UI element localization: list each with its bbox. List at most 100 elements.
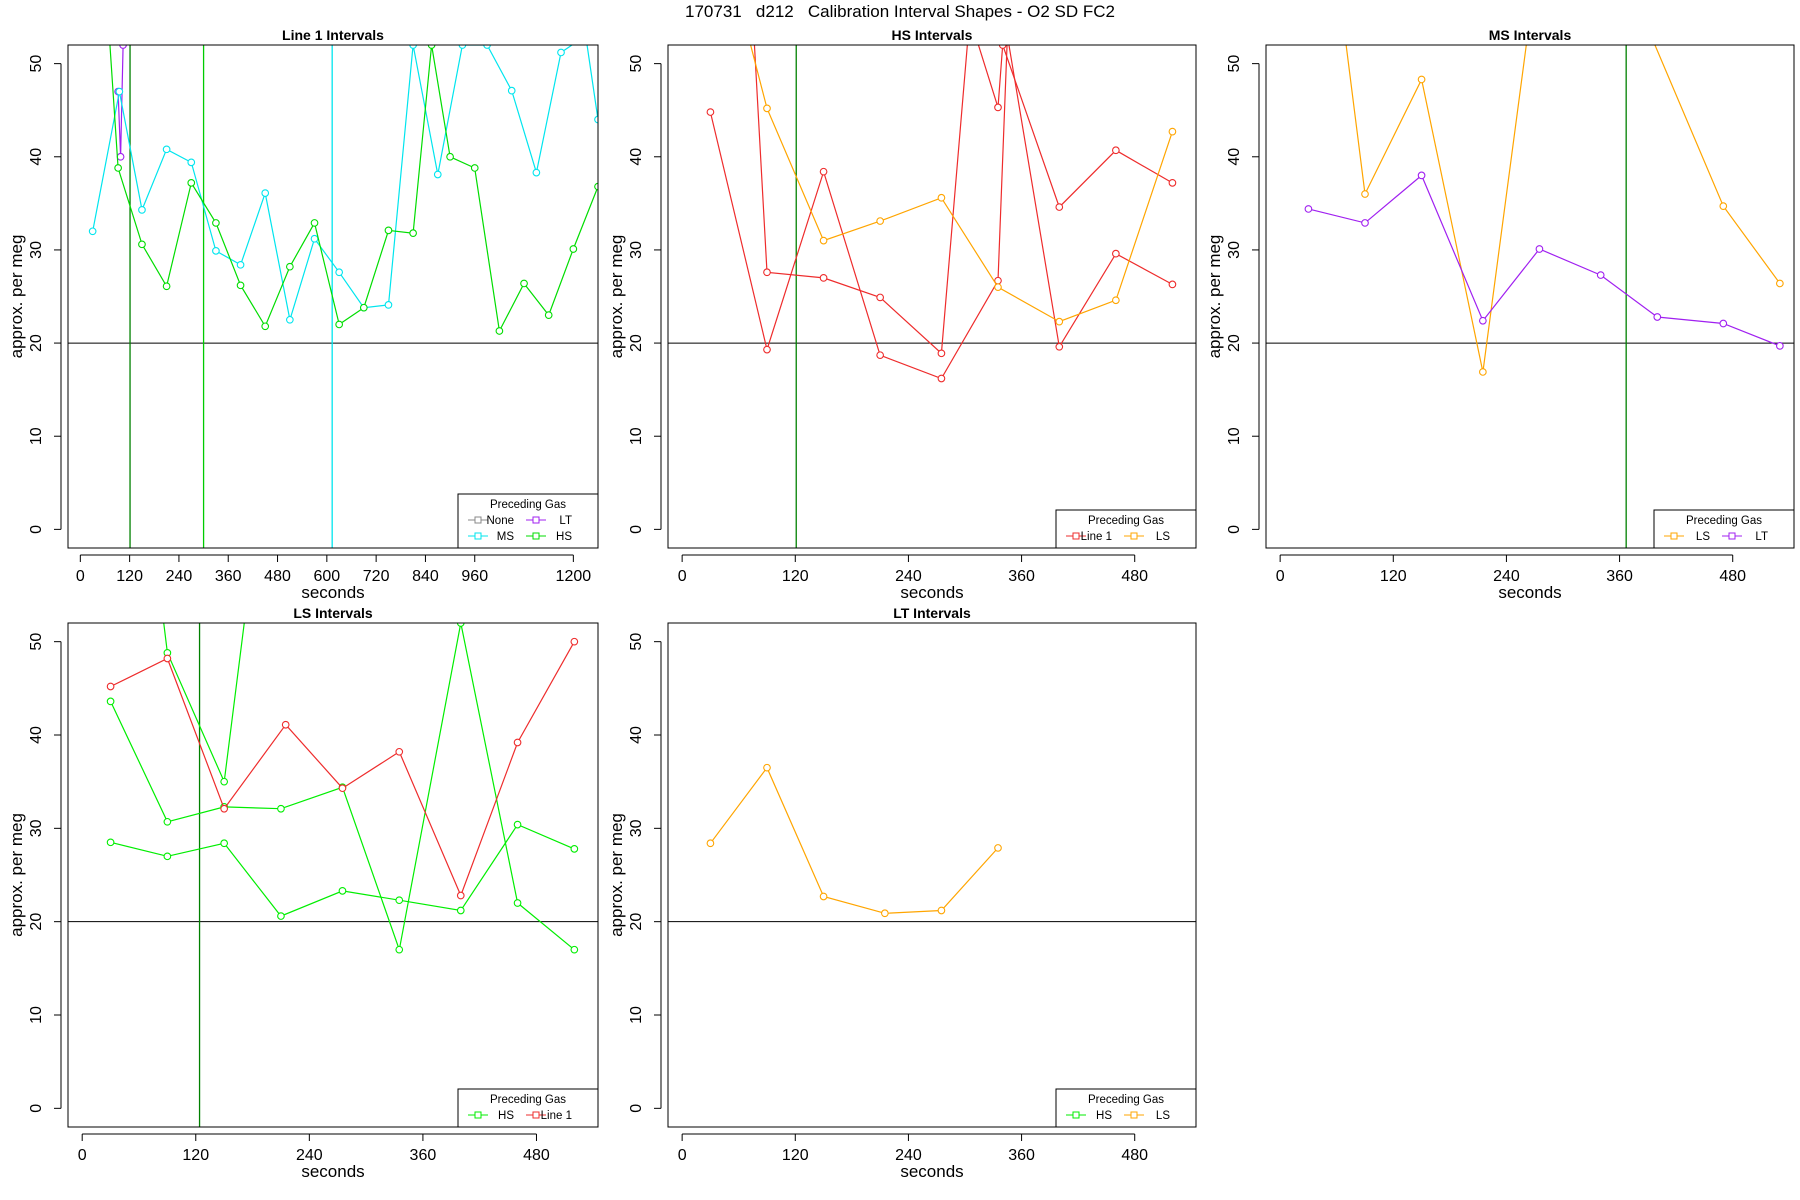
chart-title: HS Intervals <box>892 27 973 43</box>
series-line <box>1308 174 1781 347</box>
plot-frame <box>667 44 1197 549</box>
data-point <box>819 274 828 282</box>
x-tick-label: 120 <box>782 1147 809 1164</box>
chart-title: LT Intervals <box>893 605 971 621</box>
data-point <box>1776 279 1784 288</box>
x-tick-label: 960 <box>461 568 488 585</box>
legend-symbol <box>1130 1111 1138 1119</box>
data-point <box>162 145 171 154</box>
legend-label: Line 1 <box>541 1110 572 1122</box>
data-point <box>245 592 252 599</box>
y-tick-label: 50 <box>1226 55 1243 73</box>
data-point <box>163 852 172 861</box>
x-tick-label: 240 <box>296 1147 323 1164</box>
x-tick-label: 1200 <box>556 568 592 585</box>
chart-panel-2: HS Intervals 0 120 240 360 480 seconds 0 10 20 30 4… <box>607 14 1197 602</box>
y-tick-label: 0 <box>1226 525 1243 534</box>
data-point <box>220 839 229 848</box>
legend-symbol <box>474 1111 482 1119</box>
legend-label: HS <box>498 1110 514 1122</box>
y-axis-label: approx. per meg <box>7 235 26 359</box>
x-tick-label: 240 <box>1493 568 1520 585</box>
x-tick-label: 120 <box>1380 568 1407 585</box>
x-tick-label: 0 <box>78 1147 87 1164</box>
legend-label: LT <box>559 515 572 527</box>
legend-label: Line 1 <box>1081 531 1112 543</box>
data-point <box>706 108 715 116</box>
data-point <box>937 349 946 358</box>
legend-box <box>1653 509 1795 549</box>
x-axis-label: seconds <box>301 583 364 602</box>
data-point <box>750 14 757 21</box>
chart-panel-4: LS Intervals 0 120 240 360 480 seconds 0 10 20 30 4… <box>7 592 599 1181</box>
x-tick-label: 0 <box>1276 568 1285 585</box>
data-point <box>1112 296 1120 305</box>
data-point <box>1112 146 1120 155</box>
y-tick-label: 20 <box>28 334 45 352</box>
data-point <box>106 682 115 691</box>
data-point <box>1640 14 1647 21</box>
legend: Preceding Gas LS LT <box>1653 509 1795 549</box>
data-point <box>138 206 146 214</box>
plot-frame <box>67 44 599 549</box>
chart-title: Line 1 Intervals <box>282 27 384 43</box>
x-tick-label: 120 <box>782 568 809 585</box>
data-point <box>310 234 319 243</box>
data-point <box>994 283 1002 292</box>
y-tick-label: 40 <box>1226 148 1243 166</box>
x-tick-label: 0 <box>678 568 687 585</box>
data-point <box>122 4 129 11</box>
plot-frame <box>667 622 1197 1128</box>
x-tick-label: 360 <box>410 1147 437 1164</box>
legend-label: MS <box>497 531 515 543</box>
data-point <box>261 322 270 331</box>
series-line <box>753 45 1173 355</box>
series-line <box>110 641 575 898</box>
data-point <box>532 168 541 177</box>
data-point <box>187 179 196 187</box>
legend: Preceding Gas None LT MS HS <box>457 493 599 549</box>
data-point <box>937 193 946 202</box>
data-point <box>1417 75 1426 84</box>
y-tick-label: 10 <box>1226 427 1243 445</box>
plot-area <box>668 14 1196 548</box>
legend-title: Preceding Gas <box>1088 1094 1164 1106</box>
x-tick-label: 120 <box>182 1147 209 1164</box>
data-point <box>819 236 828 245</box>
data-point <box>162 282 171 291</box>
x-tick-label: 720 <box>363 568 390 585</box>
data-point <box>1168 280 1177 289</box>
x-tick-label: 120 <box>116 568 143 585</box>
data-point <box>106 838 115 847</box>
legend-symbol <box>532 1111 540 1119</box>
x-tick-label: 0 <box>76 568 85 585</box>
x-tick-label: 480 <box>1719 568 1746 585</box>
x-tick-label: 360 <box>1606 568 1633 585</box>
legend-symbol <box>474 516 482 524</box>
data-point <box>456 906 465 915</box>
data-point <box>277 912 285 920</box>
data-point <box>570 637 579 646</box>
legend-symbol <box>1670 532 1678 540</box>
legend-label: LS <box>1696 531 1710 543</box>
legend: Preceding Gas HS LS <box>1055 1088 1197 1128</box>
data-point <box>88 227 97 236</box>
data-point <box>881 909 889 918</box>
legend: Preceding Gas Line 1 LS <box>1055 509 1197 549</box>
data-point <box>395 896 404 905</box>
y-tick-label: 20 <box>628 913 645 931</box>
y-tick-label: 0 <box>628 1104 645 1113</box>
legend-symbol <box>1728 532 1736 540</box>
y-tick-label: 10 <box>28 427 45 445</box>
data-point <box>277 804 285 813</box>
data-point <box>1055 203 1064 211</box>
series-line <box>709 45 1173 380</box>
data-point <box>115 87 124 96</box>
y-tick-label: 40 <box>628 726 645 744</box>
x-tick-label: 240 <box>895 568 922 585</box>
data-point <box>966 14 973 21</box>
legend-symbol <box>1072 532 1080 540</box>
data-point <box>763 763 771 772</box>
data-point <box>819 167 828 176</box>
legend-symbol <box>1130 532 1138 540</box>
